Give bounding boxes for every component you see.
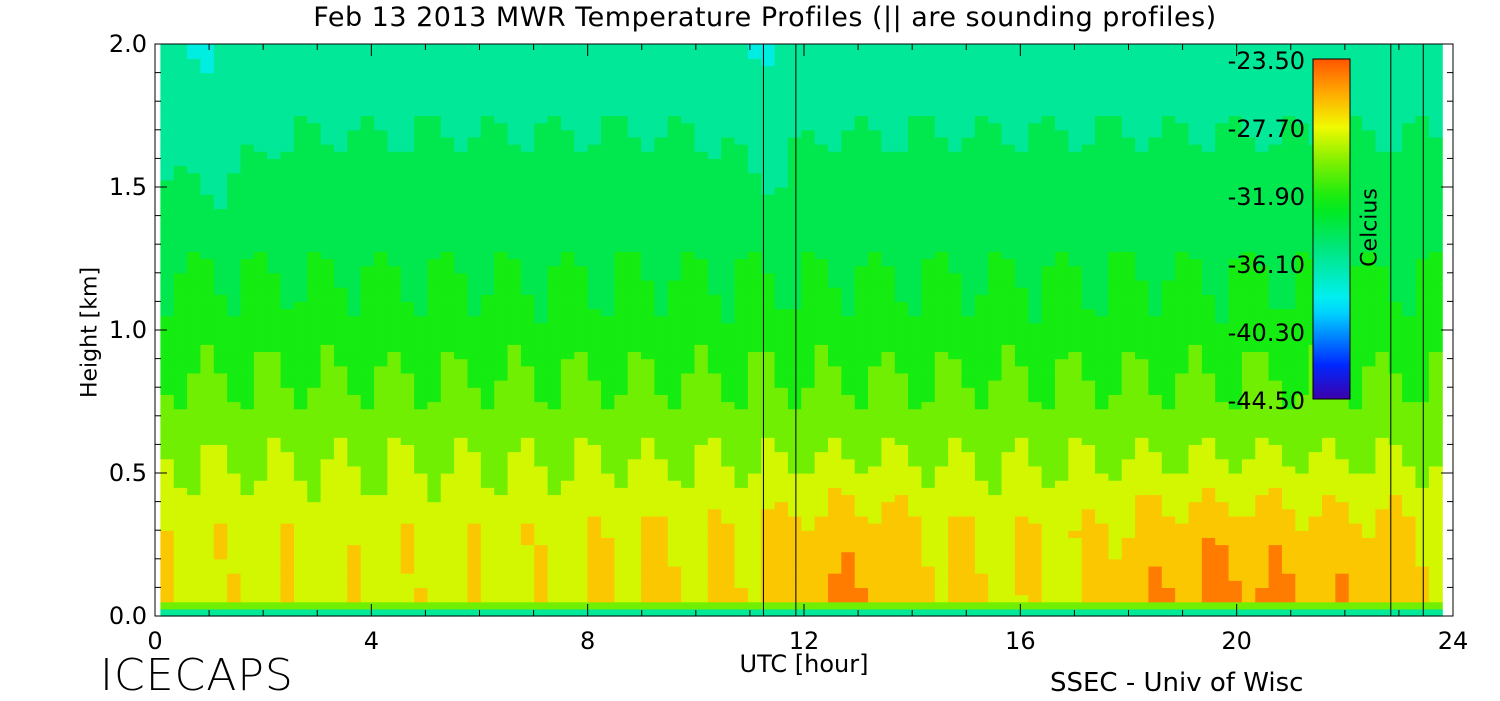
footer-institution: SSEC - Univ of Wisc: [1050, 668, 1303, 698]
colorbar-tick-label: -36.10: [1228, 251, 1305, 279]
y-tick-label: 0.5: [109, 459, 147, 487]
footer-project-name: ICECAPS: [100, 650, 294, 701]
chart-title: Feb 13 2013 MWR Temperature Profiles (||…: [0, 2, 1500, 33]
colorbar-scale: [1313, 59, 1350, 399]
y-tick-label: 1.0: [109, 316, 147, 344]
colorbar-tick-label: -27.70: [1228, 115, 1305, 143]
y-tick-label: 1.5: [109, 173, 147, 201]
colorbar-tick-label: -40.30: [1228, 319, 1305, 347]
colorbar-tick-label: -31.90: [1228, 183, 1305, 211]
colorbar-tick-label: -23.50: [1228, 47, 1305, 75]
colorbar-tick-label: -44.50: [1228, 387, 1305, 415]
y-axis-label: Height [km]: [78, 233, 103, 433]
y-tick-label: 2.0: [109, 30, 147, 58]
colorbar-label: Celcius: [1358, 178, 1383, 278]
y-tick-label: 0.0: [109, 602, 147, 630]
